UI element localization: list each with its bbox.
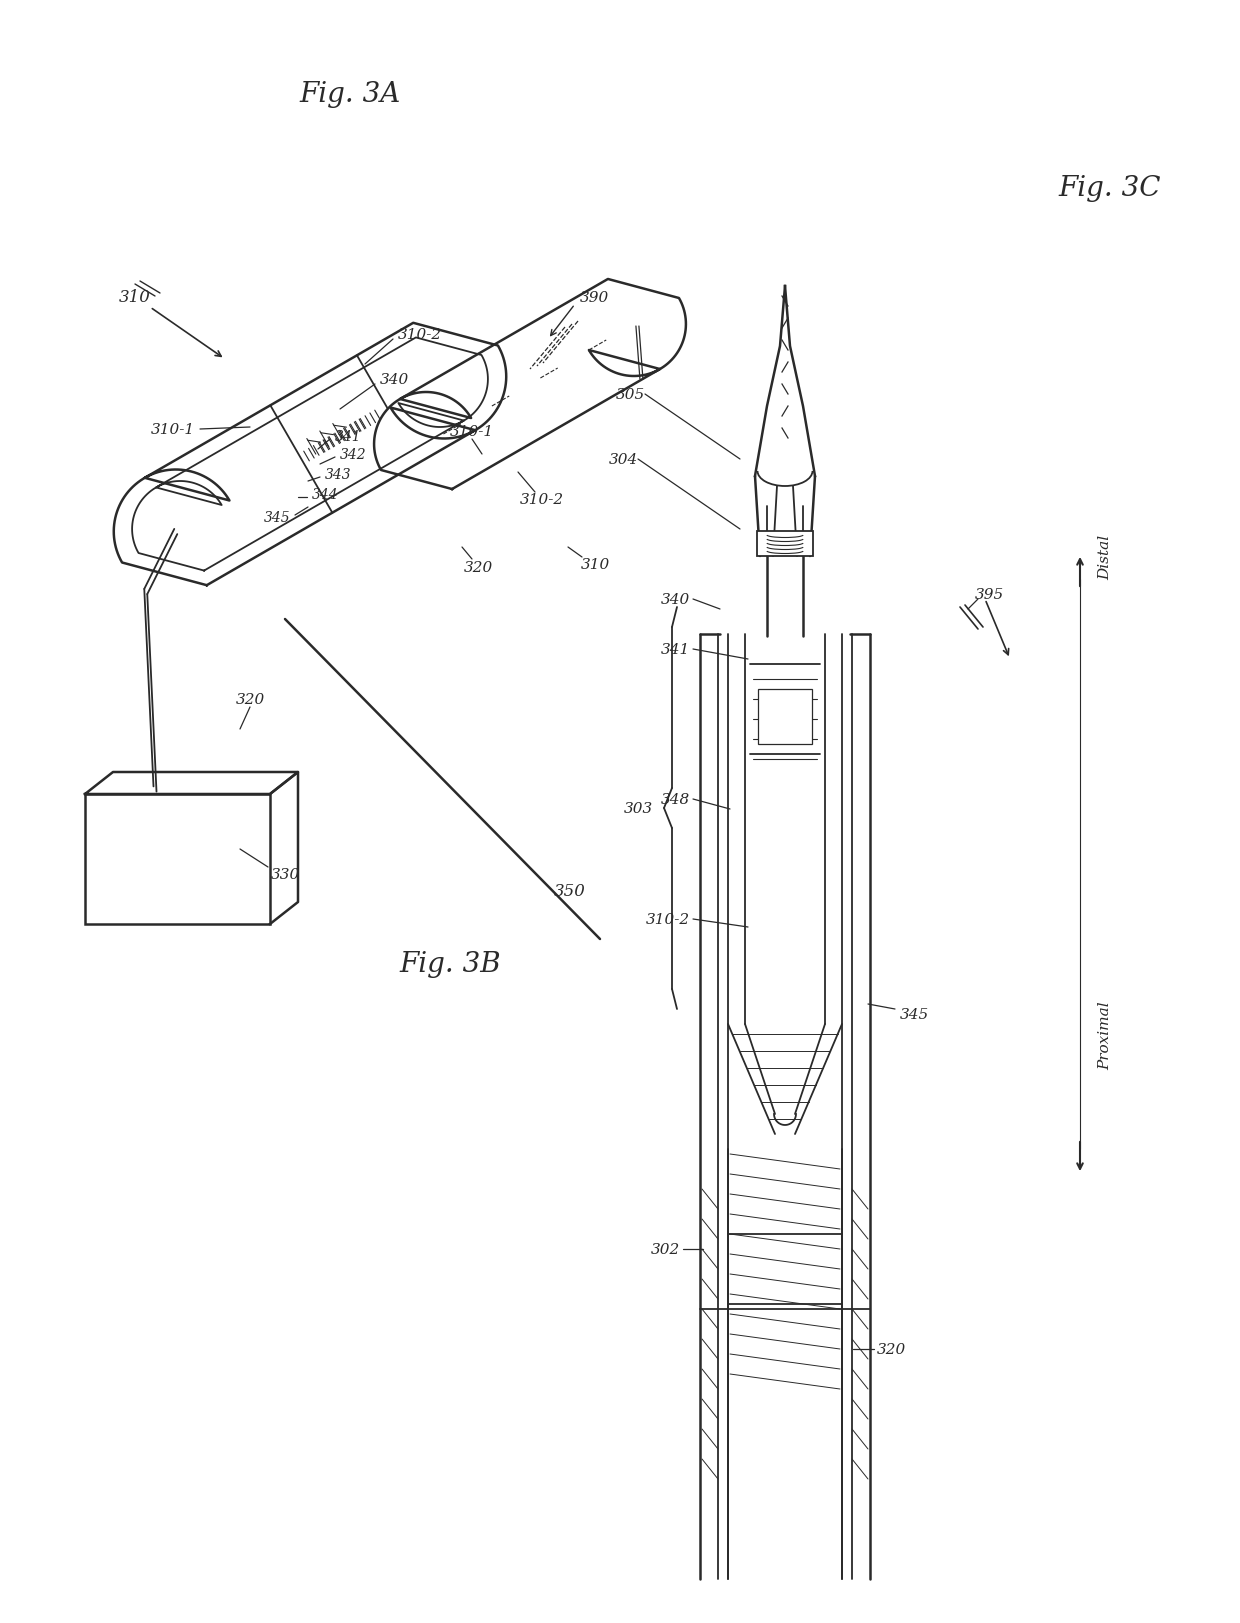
Text: 340: 340 <box>661 592 689 607</box>
FancyBboxPatch shape <box>86 795 270 925</box>
Text: 348: 348 <box>661 792 689 807</box>
Text: 343: 343 <box>325 467 352 482</box>
Text: 345: 345 <box>263 511 290 524</box>
Text: 350: 350 <box>554 883 587 899</box>
Text: 304: 304 <box>609 453 639 467</box>
Text: 310: 310 <box>580 558 610 571</box>
Polygon shape <box>133 338 487 571</box>
Text: 341: 341 <box>335 430 362 443</box>
Text: 345: 345 <box>900 1008 929 1021</box>
Text: Fig. 3A: Fig. 3A <box>299 81 401 109</box>
Text: 320: 320 <box>464 560 492 575</box>
Text: 340: 340 <box>379 373 409 386</box>
Text: Fig. 3B: Fig. 3B <box>399 951 501 979</box>
Text: 310-2: 310-2 <box>520 493 564 506</box>
Text: 303: 303 <box>624 802 653 815</box>
Text: 341: 341 <box>661 643 689 657</box>
Text: 330: 330 <box>270 867 300 881</box>
Text: 310-1: 310-1 <box>151 422 195 437</box>
Text: 302: 302 <box>651 1242 680 1256</box>
Text: 320: 320 <box>877 1342 906 1357</box>
Text: 395: 395 <box>975 588 1004 602</box>
Text: 310-2: 310-2 <box>646 912 689 927</box>
Text: 390: 390 <box>580 291 609 305</box>
Bar <box>758 690 812 745</box>
Text: Distal: Distal <box>1097 534 1112 579</box>
Bar <box>756 532 813 557</box>
Text: Fig. 3C: Fig. 3C <box>1059 174 1161 201</box>
Text: 305: 305 <box>616 388 645 403</box>
Text: 310-2: 310-2 <box>398 328 443 342</box>
Text: Proximal: Proximal <box>1097 1001 1112 1070</box>
Text: 320: 320 <box>236 693 264 706</box>
Text: 342: 342 <box>340 448 367 461</box>
Text: 310-1: 310-1 <box>450 425 494 438</box>
Text: 344: 344 <box>312 487 339 502</box>
Polygon shape <box>374 279 686 490</box>
Polygon shape <box>114 323 506 586</box>
Text: 310: 310 <box>119 289 151 307</box>
